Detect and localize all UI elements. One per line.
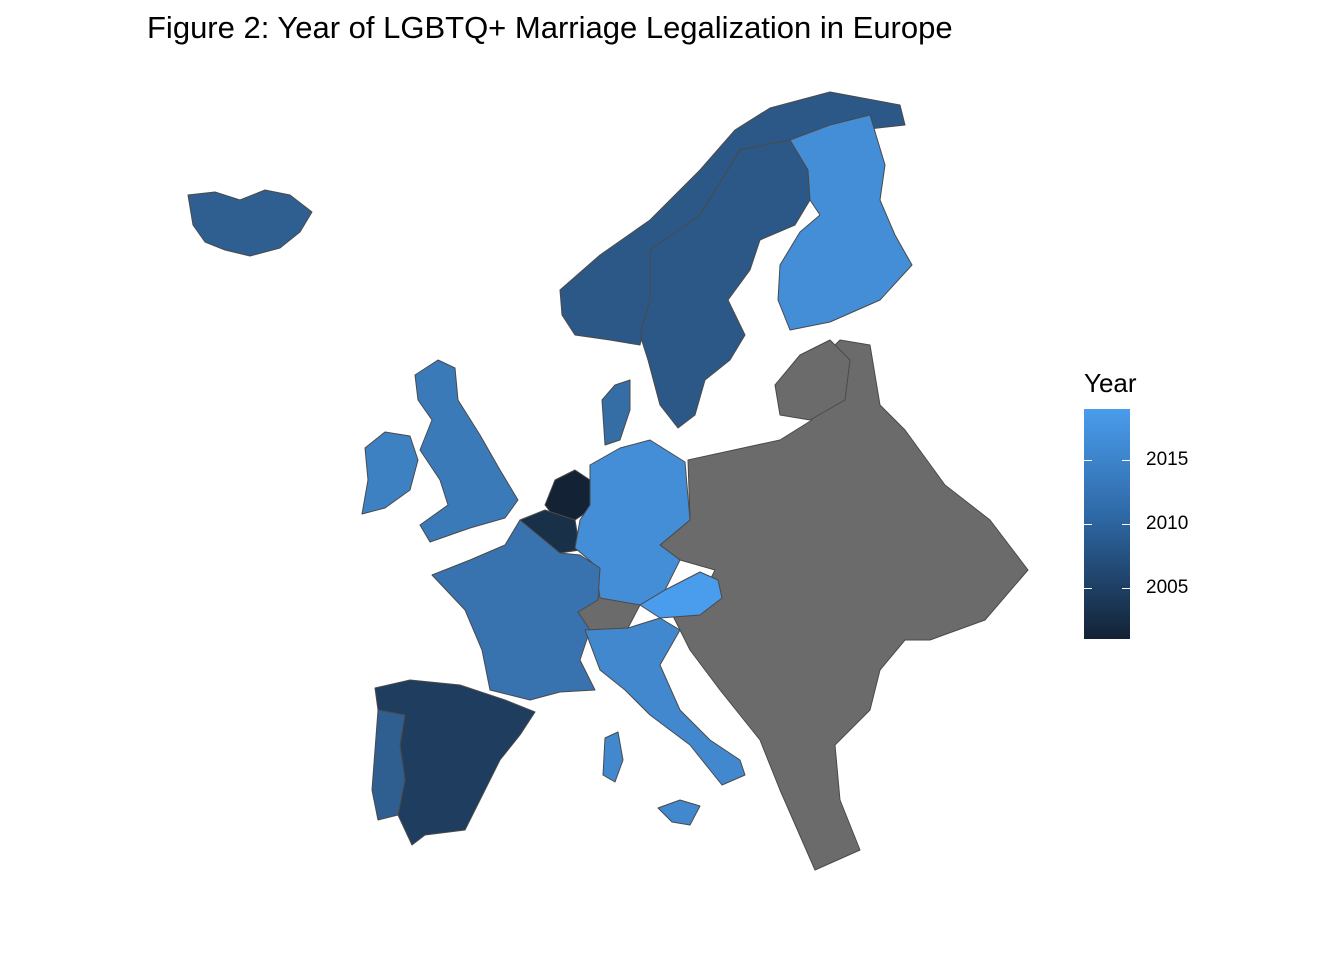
country-baltic — [774, 339, 851, 421]
legend-tick-mark-left — [1084, 587, 1092, 589]
legend-title: Year — [1084, 368, 1137, 398]
legend-tick-mark-right — [1122, 524, 1130, 525]
country-sicily — [657, 799, 701, 826]
legend-tick-mark-left — [1084, 524, 1092, 525]
legend-tick-label: 2010 — [1146, 513, 1189, 534]
country-sardinia — [602, 731, 624, 783]
figure-title: Figure 2: Year of LGBTQ+ Marriage Legali… — [147, 10, 953, 45]
country-france — [431, 519, 601, 701]
country-denmark — [601, 379, 631, 446]
country-ireland — [361, 431, 419, 515]
country-uk — [414, 359, 519, 543]
legend-tick-mark-right — [1122, 587, 1130, 589]
country-finland — [777, 114, 913, 331]
legend-tick-mark-left — [1084, 460, 1092, 462]
country-iceland — [187, 189, 313, 257]
country-eastern-europe — [659, 339, 1029, 871]
legend-tick-mark-right — [1122, 460, 1130, 462]
country-austria — [639, 571, 723, 619]
legend-tick-label: 2005 — [1146, 576, 1189, 598]
country-portugal — [371, 709, 406, 821]
legend-tick-label: 2015 — [1146, 449, 1189, 471]
country-italy — [584, 617, 746, 786]
